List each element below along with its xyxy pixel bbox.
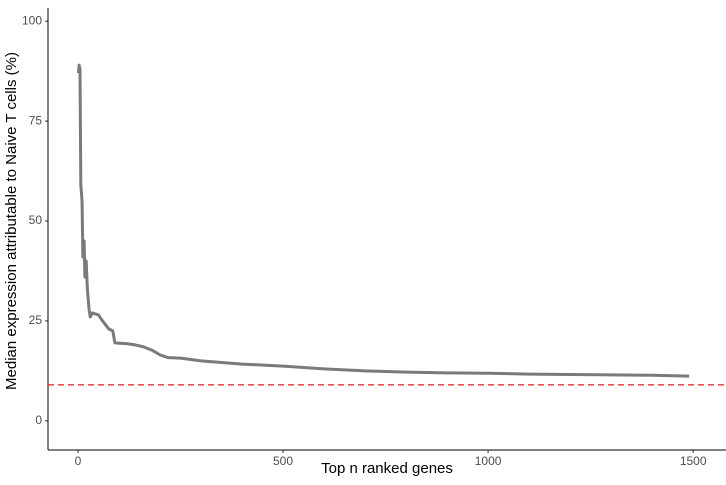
y-tick-label: 100 [22, 13, 42, 27]
x-tick-label: 1500 [680, 454, 707, 468]
y-tick-label: 25 [29, 313, 43, 327]
x-tick-label: 500 [273, 454, 293, 468]
x-tick-label: 0 [75, 454, 82, 468]
x-tick-label: 1000 [475, 454, 502, 468]
data-line [76, 63, 690, 378]
x-axis-title: Top n ranked genes [321, 460, 453, 477]
y-tick-label: 0 [35, 413, 42, 427]
y-tick-label: 75 [29, 113, 43, 127]
y-axis-title: Median expression attributable to Naive … [3, 52, 20, 390]
y-tick-label: 50 [29, 213, 43, 227]
